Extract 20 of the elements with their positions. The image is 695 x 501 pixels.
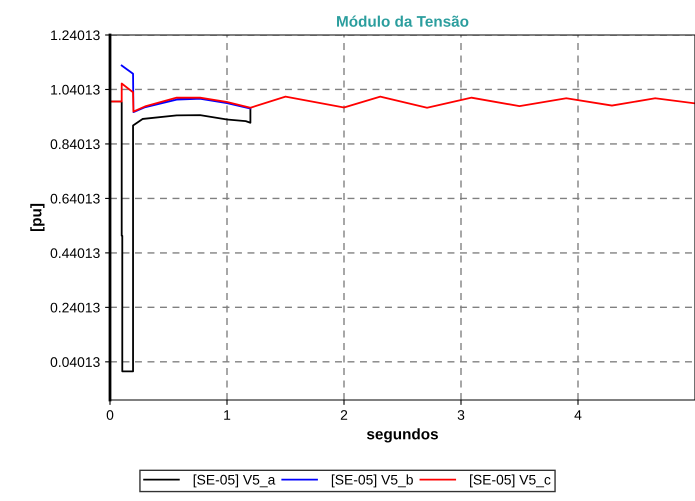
legend-label: [SE-05] V5_c: [470, 474, 551, 488]
y-tick-label: 0.04013: [50, 357, 100, 368]
x-tick-label: 1: [224, 410, 230, 420]
x-axis-title: segundos: [366, 428, 438, 443]
x-tick-label: 2: [340, 410, 348, 420]
y-tick-label: 0.44013: [50, 248, 100, 258]
line-series: [120, 64, 252, 114]
x-tick-label: 4: [574, 410, 582, 420]
y-tick-label: 1.24013: [51, 30, 100, 40]
legend-label: [SE-05] V5_b: [332, 474, 413, 488]
chart-title: Módulo da Tensão: [337, 15, 468, 27]
y-tick-label: 0.24013: [50, 302, 100, 313]
y-axis-title: [pu]: [30, 204, 45, 232]
y-tick-label: 1.04013: [51, 84, 100, 95]
y-tick-label: 0.84013: [50, 139, 100, 150]
x-tick-label: 0: [106, 410, 114, 420]
y-tick-label: 0.64013: [50, 194, 100, 204]
x-tick-label: 3: [458, 410, 464, 420]
legend-label: [SE-05] V5_a: [194, 474, 276, 488]
line-series: [110, 82, 695, 112]
